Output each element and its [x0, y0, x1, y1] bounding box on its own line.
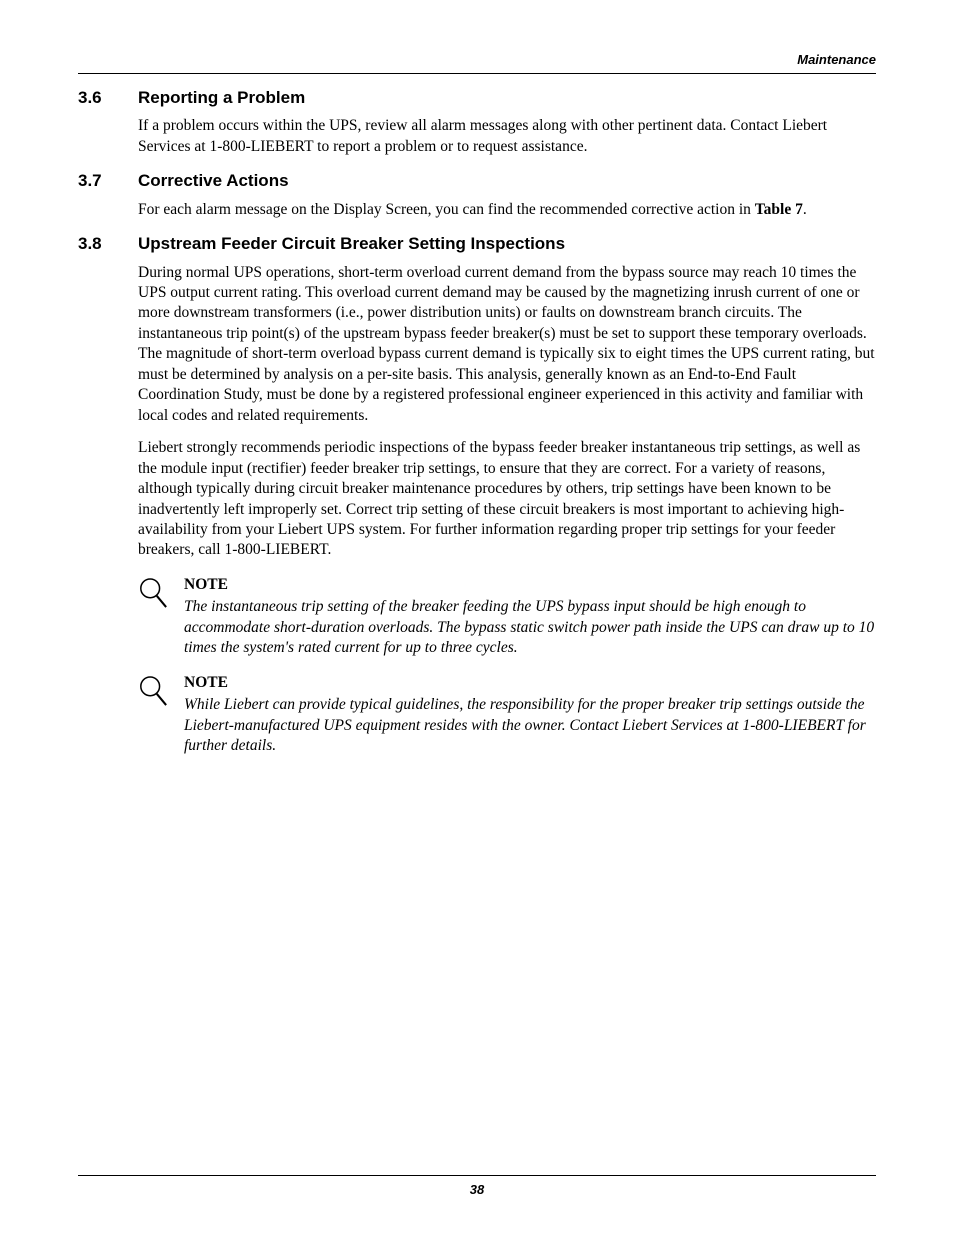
table-reference: Table 7 — [755, 201, 803, 218]
section-number: 3.7 — [78, 171, 138, 191]
note-body: NOTE The instantaneous trip setting of t… — [184, 575, 876, 659]
section-number: 3.6 — [78, 88, 138, 108]
note-block: NOTE While Liebert can provide typical g… — [138, 673, 876, 757]
top-rule — [78, 73, 876, 74]
running-header: Maintenance — [78, 52, 876, 67]
paragraph-text-part: For each alarm message on the Display Sc… — [138, 201, 755, 218]
section-title: Corrective Actions — [138, 171, 876, 191]
note-label: NOTE — [184, 575, 876, 595]
section-3-8: 3.8 Upstream Feeder Circuit Breaker Sett… — [78, 234, 876, 756]
section-heading: 3.6 Reporting a Problem — [78, 88, 876, 108]
paragraph: Liebert strongly recommends periodic ins… — [138, 438, 876, 561]
section-3-6: 3.6 Reporting a Problem If a problem occ… — [78, 88, 876, 157]
section-number: 3.8 — [78, 234, 138, 254]
page-footer: 38 — [78, 1175, 876, 1197]
section-body: If a problem occurs within the UPS, revi… — [138, 116, 876, 157]
section-heading: 3.8 Upstream Feeder Circuit Breaker Sett… — [78, 234, 876, 254]
section-title: Reporting a Problem — [138, 88, 876, 108]
section-title: Upstream Feeder Circuit Breaker Setting … — [138, 234, 876, 254]
magnifier-icon — [138, 575, 184, 614]
paragraph-text-part: . — [803, 201, 807, 218]
paragraph: For each alarm message on the Display Sc… — [138, 200, 876, 220]
note-block: NOTE The instantaneous trip setting of t… — [138, 575, 876, 659]
note-text: The instantaneous trip setting of the br… — [184, 597, 876, 658]
magnifier-icon — [138, 673, 184, 712]
paragraph: If a problem occurs within the UPS, revi… — [138, 116, 876, 157]
bottom-rule — [78, 1175, 876, 1176]
section-heading: 3.7 Corrective Actions — [78, 171, 876, 191]
section-body: During normal UPS operations, short-term… — [138, 263, 876, 561]
section-body: For each alarm message on the Display Sc… — [138, 200, 876, 220]
note-label: NOTE — [184, 673, 876, 693]
page-number: 38 — [78, 1182, 876, 1197]
note-body: NOTE While Liebert can provide typical g… — [184, 673, 876, 757]
note-text: While Liebert can provide typical guidel… — [184, 695, 876, 756]
paragraph: During normal UPS operations, short-term… — [138, 263, 876, 427]
page: Maintenance 3.6 Reporting a Problem If a… — [0, 0, 954, 1235]
section-3-7: 3.7 Corrective Actions For each alarm me… — [78, 171, 876, 220]
